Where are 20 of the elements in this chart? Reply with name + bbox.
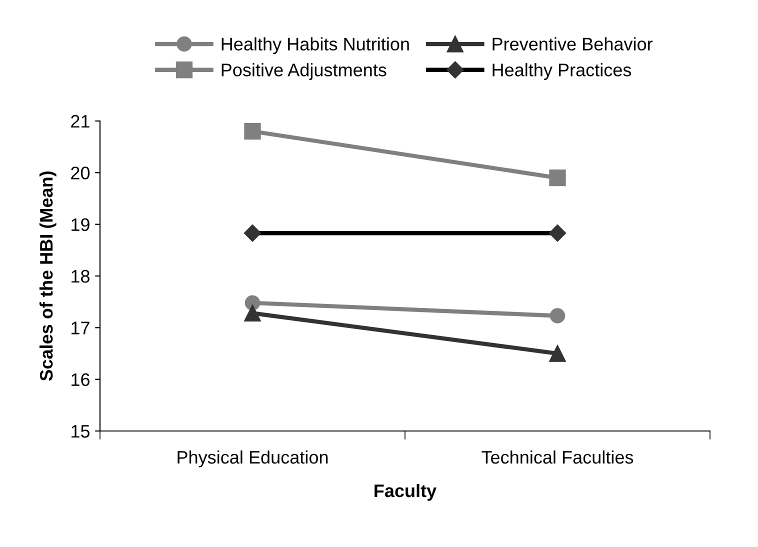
point [549, 345, 566, 362]
legend-label: Healthy Habits Nutrition [222, 37, 409, 54]
point [549, 170, 566, 186]
point [244, 304, 261, 322]
y-tick-label: 16 [72, 373, 90, 386]
y-tick-label: 15 [72, 425, 90, 438]
point [244, 123, 261, 140]
x-tick-label: Technical Faculties [482, 450, 634, 464]
y-tick-label: 17 [72, 322, 90, 334]
y-tick-label: 19 [72, 218, 90, 232]
point [550, 308, 566, 324]
legend-label: Positive Adjustments [222, 63, 386, 80]
y-tick-label: 20 [71, 166, 90, 180]
x-axis-title: Faculty [374, 484, 437, 501]
x-tick-label: Physical Education [178, 450, 328, 468]
y-tick-label: 21 [71, 114, 90, 128]
legend-label: Healthy Practices [492, 63, 632, 80]
y-axis-title: Scales of the HBI (Mean) [39, 172, 56, 381]
y-tick-label: 18 [72, 270, 90, 283]
legend-label: Preventive Behavior [492, 37, 653, 51]
